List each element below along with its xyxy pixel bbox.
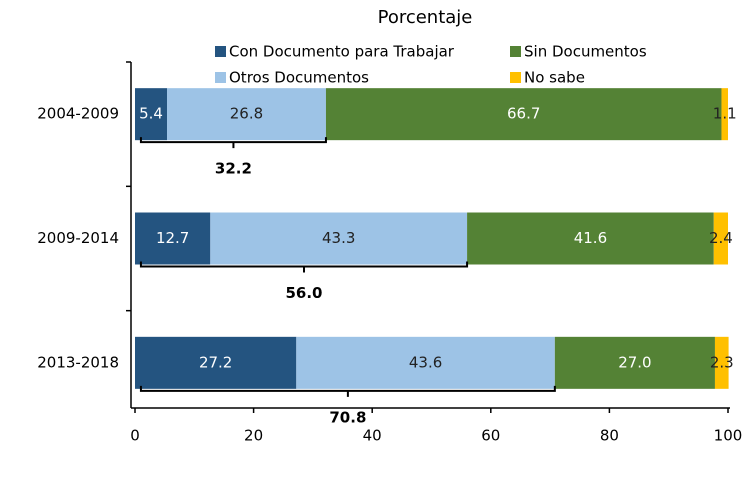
bar-segment	[296, 336, 555, 389]
y-tick-label: 2009-2014	[37, 229, 119, 247]
data-label: 41.6	[574, 229, 607, 247]
bar-segment	[135, 336, 297, 389]
total-label: 70.8	[329, 408, 366, 426]
legend-swatch	[510, 72, 521, 83]
bar-segment	[325, 88, 722, 141]
data-label: 27.0	[618, 353, 651, 371]
bar-segment	[467, 212, 714, 265]
data-label: 1.1	[713, 105, 737, 123]
bar-segment	[167, 88, 326, 141]
y-tick-label: 2004-2009	[37, 105, 119, 123]
legend-label: No sabe	[524, 69, 585, 87]
data-label: 5.4	[139, 105, 163, 123]
legend-swatch	[215, 72, 226, 83]
bar-segment	[135, 212, 211, 265]
data-label: 12.7	[156, 229, 189, 247]
legend-label: Sin Documentos	[524, 43, 647, 61]
legend-swatch	[510, 46, 521, 57]
bracket	[139, 261, 469, 273]
data-label: 66.7	[507, 105, 540, 123]
total-label: 32.2	[215, 160, 252, 178]
bar-segment	[135, 88, 168, 141]
legend-label: Con Documento para Trabajar	[229, 43, 455, 61]
total-label: 56.0	[285, 284, 322, 302]
x-tick-label: 80	[600, 427, 619, 445]
x-tick-label: 20	[244, 427, 263, 445]
legend-swatch	[215, 46, 226, 57]
x-tick-label: 0	[130, 427, 140, 445]
data-label: 43.6	[409, 353, 442, 371]
bracket	[139, 385, 556, 397]
x-tick-label: 60	[481, 427, 500, 445]
data-label: 43.3	[322, 229, 355, 247]
bar-segment	[721, 88, 728, 141]
bar-segment	[713, 212, 728, 265]
bar-segment	[714, 336, 729, 389]
chart-title: Porcentaje	[378, 7, 473, 28]
data-label: 27.2	[199, 353, 232, 371]
x-tick-label: 40	[363, 427, 382, 445]
data-label: 2.4	[709, 229, 733, 247]
x-tick-label: 100	[714, 427, 743, 445]
y-tick-label: 2013-2018	[37, 353, 119, 371]
bar-segment	[554, 336, 715, 389]
legend-label: Otros Documentos	[229, 69, 369, 87]
bracket	[139, 137, 327, 149]
data-label: 26.8	[230, 105, 263, 123]
bar-segment	[210, 212, 468, 265]
data-label: 2.3	[710, 353, 734, 371]
